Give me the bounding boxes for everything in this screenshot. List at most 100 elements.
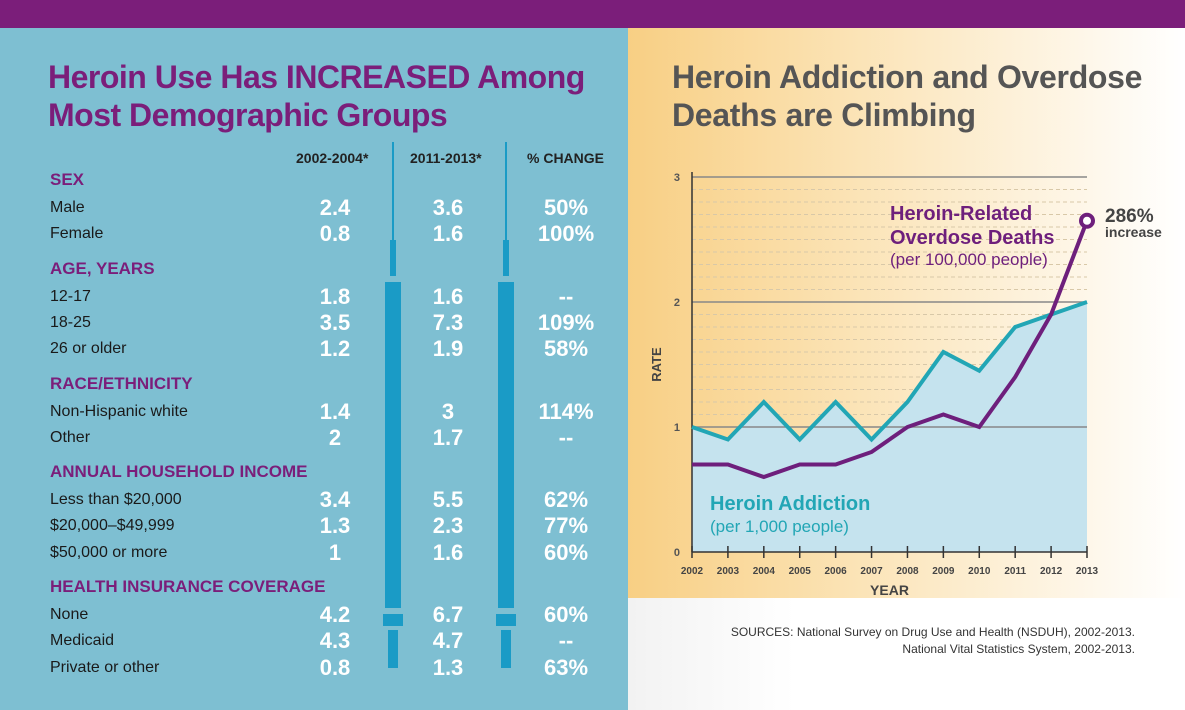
annotation-text: increase [1105,224,1162,240]
col-header-2011: 2011-2013* [410,150,482,166]
row-label: Private or other [50,658,160,676]
value-2002-2004: 1.3 [319,513,351,539]
syringe-tip-icon [503,240,509,276]
sources: SOURCES: National Survey on Drug Use and… [731,624,1135,658]
overdose-legend-unit: (per 100,000 people) [890,250,1048,269]
x-tick-label: 2011 [1004,566,1026,577]
top-banner [0,0,1185,28]
x-tick-label: 2008 [896,566,919,577]
x-tick-label: 2006 [825,566,848,577]
syringe-needle-icon [392,142,394,242]
value-2011-2013: 1.3 [432,654,464,680]
value-2011-2013: 1.6 [432,221,464,247]
value-2011-2013: 6.7 [432,602,464,627]
value-2002-2004: 0.8 [319,221,351,247]
value-2011-2013: 1.6 [432,539,464,565]
value-2002-2004: 4.2 [319,602,351,627]
row-label: Non-Hispanic white [50,402,188,420]
value-change: 109% [537,309,595,335]
row-label: None [50,606,89,623]
overdose-legend-name: Heroin-Related Overdose Deaths [890,203,1055,249]
source-1: SOURCES: National Survey on Drug Use and… [730,625,1135,639]
value-2002-2004: 1.2 [319,336,351,362]
value-change: 114% [538,398,594,424]
x-tick-label: 2004 [753,566,776,577]
row-label: Female [50,225,104,243]
section-title: HEALTH INSURANCE COVERAGE [50,577,326,596]
value-2002-2004: 3.5 [319,309,351,335]
row-label: 26 or older [50,340,127,358]
y-axis-label: RATE [649,347,664,382]
value-change: -- [558,628,574,654]
value-2011-2013: 1.9 [432,336,464,362]
value-change: 50% [543,195,589,220]
value-2002-2004: 4.3 [319,628,351,654]
row-label: $20,000–$49,999 [50,517,175,535]
x-tick-label: 2013 [1076,566,1099,577]
syringe-rod-icon [388,630,398,668]
section-title: AGE, YEARS [50,258,155,278]
row-label: $50,000 or more [50,543,168,561]
endpoint-marker [1079,212,1095,229]
section-title: ANNUAL HOUSEHOLD INCOME [50,462,308,482]
row-label: Other [50,428,91,446]
syringe-plunger-icon [496,614,516,626]
addiction-line [691,300,1088,443]
x-tick-label: 2003 [717,566,740,577]
demographics-panel [0,28,628,710]
x-tick-label: 2009 [932,566,955,577]
row-label: Less than $20,000 [50,491,182,509]
x-tick-label: 2007 [860,566,883,577]
value-2011-2013: 4.7 [432,628,464,654]
value-2002-2004: 1 [328,539,342,565]
syringe-rod-icon [501,630,511,668]
value-2011-2013: 3.6 [432,195,464,220]
value-2002-2004: 2.4 [319,195,351,220]
x-tick-label: 2005 [789,566,812,577]
value-change: -- [558,424,574,450]
value-2011-2013: 5.5 [432,487,464,513]
value-2011-2013: 3 [441,398,455,424]
addiction-legend-unit: (per 1,000 people) [710,517,849,536]
value-2002-2004: 1.4 [319,398,351,424]
value-change: 77% [543,513,589,539]
chart-panel [628,28,1185,710]
value-change: -- [558,283,574,309]
value-2011-2013: 7.3 [432,309,464,335]
y-tick-label: 3 [674,172,680,184]
value-2011-2013: 1.7 [432,424,464,450]
x-tick-label: 2012 [1040,566,1063,577]
addiction-legend-name: Heroin Addiction [710,493,870,515]
col-header-change: % CHANGE [527,150,605,166]
col-header-2002: 2002-2004* [296,150,369,166]
x-tick-label: 2010 [968,566,991,577]
syringe-needle-icon [505,142,507,242]
x-axis-label: YEAR [870,582,909,598]
row-label: Medicaid [50,632,115,650]
annotation-value: 286% [1105,206,1154,227]
value-2011-2013: 2.3 [432,513,464,539]
syringe-barrel-icon [498,282,514,608]
row-label: 18-25 [50,313,91,331]
syringe-plunger-icon [383,614,403,626]
value-2002-2004: 1.8 [319,283,351,309]
syringe-tip-icon [390,240,396,276]
value-2002-2004: 2 [328,424,342,450]
chart-title: Heroin Addiction and Overdose Deaths are… [672,59,1143,133]
value-change: 63% [543,654,589,680]
value-2011-2013: 1.6 [432,283,464,309]
row-label: 12-17 [50,287,91,305]
value-change: 62% [543,487,589,513]
section-title: RACE/ETHNICITY [50,373,193,393]
left-title: Heroin Use Has INCREASED Among Most Demo… [48,59,585,133]
section-title: SEX [50,170,85,189]
x-tick-label: 2002 [681,566,704,577]
source-2: National Vital Statistics System, 2002-2… [902,642,1135,656]
value-2002-2004: 0.8 [319,654,351,680]
y-tick-label: 2 [674,297,680,309]
value-change: 58% [543,336,589,362]
overdose-line [692,220,1089,480]
value-2002-2004: 3.4 [319,487,351,513]
value-change: 60% [543,602,589,627]
